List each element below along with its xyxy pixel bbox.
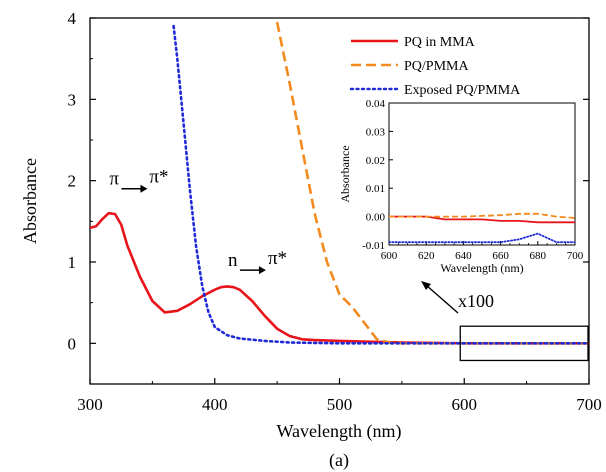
inset-x-tick-label: 640 bbox=[455, 250, 472, 262]
zoom-box bbox=[459, 325, 589, 362]
inset-x-tick-label: 700 bbox=[567, 250, 584, 262]
y-tick-label: 3 bbox=[68, 90, 77, 109]
zoom-group: x100 bbox=[421, 281, 589, 362]
zoom-arrow-shaft bbox=[425, 284, 459, 314]
inset-y-tick-label: 0.01 bbox=[366, 183, 385, 195]
inset-chart: 600 620 640 660 680 700 -0.01 0.00 0.01 0.02 0.03 0… bbox=[338, 98, 584, 275]
panel-label: (a) bbox=[329, 450, 349, 471]
inset-series-line-pq-pmma bbox=[389, 212, 575, 219]
inset-x-tick-label: 680 bbox=[530, 250, 547, 262]
annotations: π π* n π* bbox=[109, 167, 287, 275]
inset-y-tick-label: -0.01 bbox=[362, 240, 385, 252]
annotation-target: π* bbox=[149, 167, 168, 188]
x-tick-label: 400 bbox=[202, 395, 228, 414]
x-tick-label: 700 bbox=[576, 395, 602, 414]
legend-label-pq-in-mma: PQ in MMA bbox=[404, 35, 476, 50]
inset-y-tick-label: 0.03 bbox=[366, 126, 386, 138]
zoom-arrow-head bbox=[421, 281, 431, 290]
series-line-exposed-pq-pmma bbox=[172, 24, 589, 345]
x-tick-label: 300 bbox=[77, 395, 103, 414]
inset-x-tick-label: 600 bbox=[381, 250, 398, 262]
inset-y-tick-label: 0.00 bbox=[366, 212, 386, 224]
inset-y-tick-label: 0.02 bbox=[366, 155, 385, 167]
series-line-pq-in-mma bbox=[90, 211, 589, 345]
legend-label-exposed-pq-pmma: Exposed PQ/PMMA bbox=[404, 83, 521, 98]
legend: PQ in MMA PQ/PMMA Exposed PQ/PMMA bbox=[349, 35, 521, 98]
annotation-target: π* bbox=[268, 248, 287, 269]
inset-frame bbox=[388, 102, 576, 246]
y-tick-label: 4 bbox=[68, 9, 77, 28]
inset-y-tick-label: 0.04 bbox=[366, 98, 386, 110]
annotation-arrow-head bbox=[140, 184, 148, 193]
inset-series-line-exposed-pq-pmma bbox=[389, 232, 575, 244]
annotation-label: n bbox=[228, 250, 238, 271]
inset-series-line-pq-in-mma bbox=[389, 215, 575, 224]
main-series-group bbox=[90, 21, 589, 345]
y-tick-label: 1 bbox=[68, 253, 77, 272]
legend-label-pq-pmma: PQ/PMMA bbox=[404, 59, 469, 74]
zoom-label: x100 bbox=[458, 291, 494, 311]
y-axis-title: Absorbance bbox=[20, 158, 40, 244]
inset-y-axis-title: Absorbance bbox=[338, 145, 352, 202]
x-tick-label: 600 bbox=[452, 395, 478, 414]
y-tick-label: 0 bbox=[68, 334, 77, 353]
inset-x-tick-label: 660 bbox=[492, 250, 509, 262]
x-axis-title: Wavelength (nm) bbox=[276, 421, 401, 442]
annotation-arrow-head bbox=[258, 266, 266, 275]
y-tick-label: 2 bbox=[68, 172, 77, 191]
series-line-pq-pmma bbox=[275, 21, 589, 345]
inset-x-tick-label: 620 bbox=[418, 250, 435, 262]
main-axis-ticks: 300 400 500 600 700 0 1 2 3 4 bbox=[68, 9, 602, 414]
inset-x-axis-title: Wavelength (nm) bbox=[440, 261, 523, 275]
annotation-label: π bbox=[109, 169, 119, 190]
x-tick-label: 500 bbox=[327, 395, 353, 414]
